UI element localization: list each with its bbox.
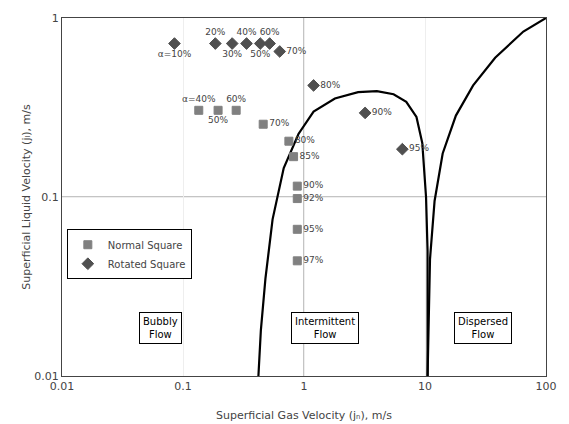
svg-text:1: 1 — [301, 380, 308, 393]
svg-text:α=10%: α=10% — [158, 49, 192, 59]
svg-text:Rotated Square: Rotated Square — [108, 259, 185, 270]
svg-text:Superficial Gas Velocity (jₙ),: Superficial Gas Velocity (jₙ), m/s — [216, 409, 392, 422]
svg-text:0.1: 0.1 — [41, 191, 59, 204]
svg-text:30%: 30% — [222, 49, 242, 59]
svg-text:80%: 80% — [295, 135, 315, 145]
svg-text:DispersedFlow: DispersedFlow — [458, 316, 508, 340]
svg-text:50%: 50% — [250, 49, 270, 59]
svg-text:92%: 92% — [303, 193, 323, 203]
svg-text:0.01: 0.01 — [34, 370, 59, 383]
svg-text:1: 1 — [52, 12, 59, 25]
svg-text:0.01: 0.01 — [50, 380, 75, 393]
svg-text:α=40%: α=40% — [182, 94, 216, 104]
svg-text:95%: 95% — [303, 224, 323, 234]
svg-text:BubblyFlow: BubblyFlow — [143, 316, 178, 340]
svg-text:95%: 95% — [409, 143, 429, 153]
svg-text:80%: 80% — [320, 80, 340, 90]
svg-text:60%: 60% — [260, 27, 280, 37]
svg-text:85%: 85% — [300, 151, 320, 161]
svg-text:97%: 97% — [303, 255, 323, 265]
svg-text:60%: 60% — [226, 94, 246, 104]
svg-text:10: 10 — [418, 380, 432, 393]
svg-text:20%: 20% — [205, 27, 225, 37]
svg-text:70%: 70% — [269, 118, 289, 128]
svg-text:90%: 90% — [372, 107, 392, 117]
svg-text:100: 100 — [536, 380, 557, 393]
svg-text:50%: 50% — [208, 115, 228, 125]
svg-text:IntermittentFlow: IntermittentFlow — [295, 316, 355, 340]
svg-text:90%: 90% — [303, 180, 323, 190]
svg-text:70%: 70% — [286, 46, 306, 56]
svg-text:0.1: 0.1 — [174, 380, 192, 393]
svg-text:40%: 40% — [237, 27, 257, 37]
svg-text:Normal Square: Normal Square — [108, 240, 183, 251]
svg-text:Superficial Liquid Velocity (j: Superficial Liquid Velocity (jₗ), m/s — [20, 104, 33, 290]
